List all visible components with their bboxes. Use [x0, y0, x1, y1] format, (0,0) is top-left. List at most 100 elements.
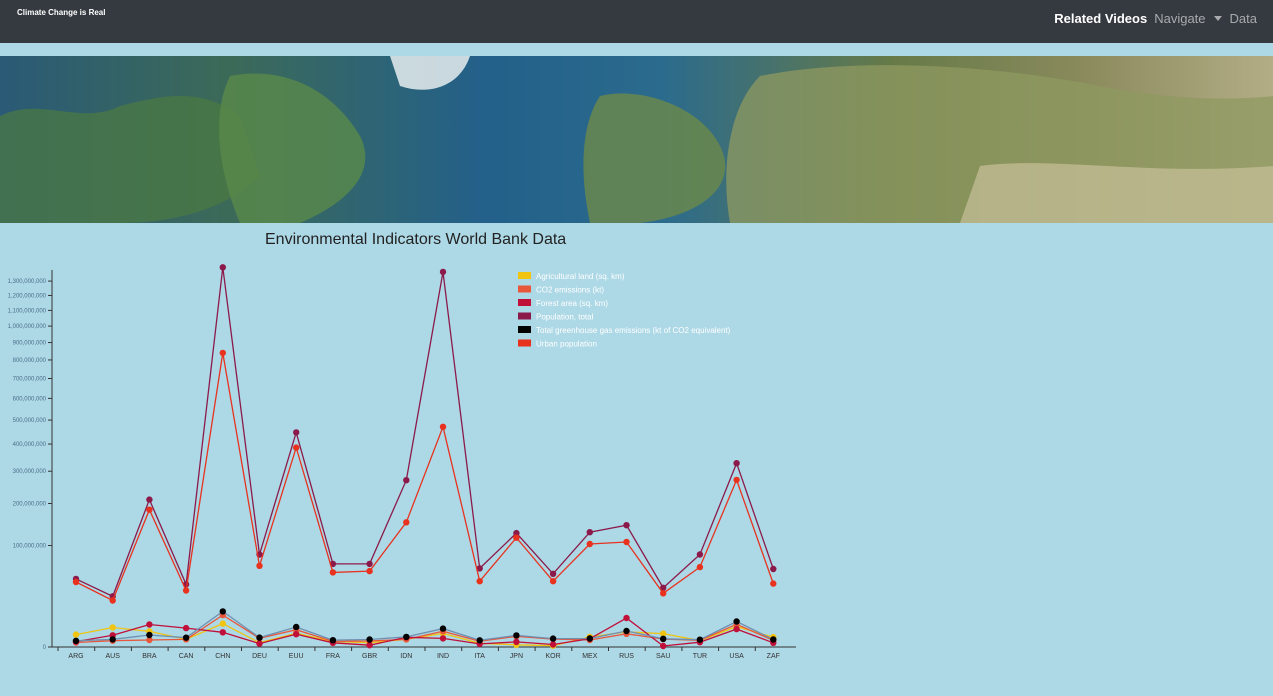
- data-point[interactable]: [293, 429, 300, 436]
- nav-related-videos[interactable]: Related Videos: [1054, 11, 1148, 26]
- data-point[interactable]: [146, 631, 153, 639]
- y-tick-label: 1,300,000,000: [8, 279, 47, 285]
- y-tick-label: 300,000,000: [13, 469, 47, 475]
- data-point[interactable]: [439, 625, 447, 632]
- data-point[interactable]: [696, 563, 704, 571]
- data-point[interactable]: [549, 641, 557, 648]
- data-point[interactable]: [733, 476, 740, 484]
- data-point[interactable]: [660, 630, 667, 637]
- data-point[interactable]: [366, 642, 373, 649]
- series-line: [75, 267, 774, 598]
- data-point[interactable]: [109, 636, 116, 643]
- data-point[interactable]: [109, 624, 116, 631]
- data-point[interactable]: [586, 540, 593, 548]
- data-point[interactable]: [770, 565, 777, 573]
- chart-legend: Agricultural land (sq. km) CO2 emissions …: [518, 272, 731, 349]
- data-point[interactable]: [733, 625, 740, 633]
- x-tick-label: KOR: [546, 653, 561, 660]
- y-tick-label: 0: [43, 645, 47, 651]
- data-point[interactable]: [329, 637, 337, 644]
- brand-link[interactable]: Climate Change is Real: [17, 8, 106, 17]
- data-point[interactable]: [549, 635, 557, 642]
- data-point[interactable]: [219, 629, 226, 636]
- data-point[interactable]: [439, 635, 447, 642]
- data-point[interactable]: [549, 570, 557, 577]
- data-point[interactable]: [403, 477, 410, 484]
- y-axis: 0 100,000,000 200,000,000 300,000,000 400,00…: [8, 270, 53, 651]
- y-tick-label: 900,000,000: [13, 341, 47, 347]
- data-point[interactable]: [256, 640, 263, 647]
- data-point[interactable]: [549, 578, 557, 585]
- data-point[interactable]: [476, 578, 483, 585]
- series-5: [72, 349, 777, 604]
- data-point[interactable]: [733, 618, 740, 625]
- data-point[interactable]: [439, 268, 447, 276]
- data-point[interactable]: [72, 637, 80, 644]
- data-point[interactable]: [366, 560, 373, 568]
- legend-swatch: [518, 326, 531, 333]
- data-point[interactable]: [72, 631, 80, 638]
- data-point[interactable]: [366, 636, 373, 643]
- data-point[interactable]: [293, 444, 300, 451]
- legend-swatch: [518, 272, 531, 279]
- series-line: [75, 622, 774, 647]
- x-tick-label: IDN: [400, 653, 412, 660]
- data-point[interactable]: [733, 460, 740, 467]
- data-point[interactable]: [623, 627, 630, 635]
- data-point[interactable]: [219, 608, 226, 615]
- x-tick-label: JPN: [510, 653, 523, 660]
- nav-navigate-dropdown[interactable]: Navigate: [1154, 11, 1206, 26]
- data-point[interactable]: [660, 584, 667, 591]
- data-point[interactable]: [770, 580, 777, 587]
- data-point[interactable]: [256, 634, 263, 641]
- data-point[interactable]: [146, 636, 153, 644]
- data-point[interactable]: [623, 522, 630, 529]
- data-point[interactable]: [476, 565, 483, 572]
- data-point[interactable]: [623, 538, 630, 546]
- series-line: [75, 352, 774, 602]
- data-point[interactable]: [256, 562, 263, 569]
- chevron-down-icon[interactable]: [1213, 16, 1222, 21]
- data-point[interactable]: [513, 632, 520, 639]
- data-point[interactable]: [513, 529, 520, 537]
- data-point[interactable]: [72, 578, 80, 586]
- legend-label: Urban population: [536, 340, 597, 349]
- data-point[interactable]: [293, 623, 300, 631]
- x-tick-label: SAU: [656, 653, 670, 660]
- x-tick-label: CAN: [179, 653, 194, 660]
- data-point[interactable]: [476, 637, 483, 644]
- data-point[interactable]: [219, 264, 226, 271]
- data-point[interactable]: [696, 551, 704, 558]
- data-point[interactable]: [403, 519, 410, 526]
- data-point[interactable]: [660, 635, 667, 642]
- data-point[interactable]: [586, 529, 593, 536]
- data-point[interactable]: [660, 590, 667, 597]
- data-point[interactable]: [146, 621, 153, 628]
- navbar: Climate Change is Real Related Videos Na…: [0, 0, 1273, 43]
- data-point[interactable]: [770, 636, 777, 643]
- data-point[interactable]: [182, 624, 190, 632]
- data-point[interactable]: [293, 631, 300, 638]
- data-point[interactable]: [623, 614, 630, 622]
- data-point[interactable]: [219, 349, 226, 357]
- data-point[interactable]: [513, 534, 520, 541]
- x-tick-label: ARG: [68, 653, 83, 660]
- data-point[interactable]: [513, 638, 520, 646]
- data-point[interactable]: [660, 642, 667, 650]
- nav-data[interactable]: Data: [1229, 11, 1257, 26]
- data-point[interactable]: [403, 633, 410, 641]
- data-point[interactable]: [696, 636, 704, 643]
- data-point[interactable]: [182, 634, 190, 641]
- data-point[interactable]: [329, 569, 337, 576]
- data-point[interactable]: [146, 506, 153, 513]
- x-tick-label: CHN: [215, 653, 230, 660]
- data-point[interactable]: [586, 635, 593, 642]
- x-tick-label: RUS: [619, 653, 634, 660]
- data-point[interactable]: [366, 567, 373, 575]
- data-point[interactable]: [219, 620, 226, 627]
- data-point[interactable]: [146, 496, 153, 503]
- data-point[interactable]: [439, 423, 447, 430]
- data-point[interactable]: [109, 597, 116, 604]
- data-point[interactable]: [182, 587, 190, 594]
- earth-map-illustration: [0, 56, 1273, 223]
